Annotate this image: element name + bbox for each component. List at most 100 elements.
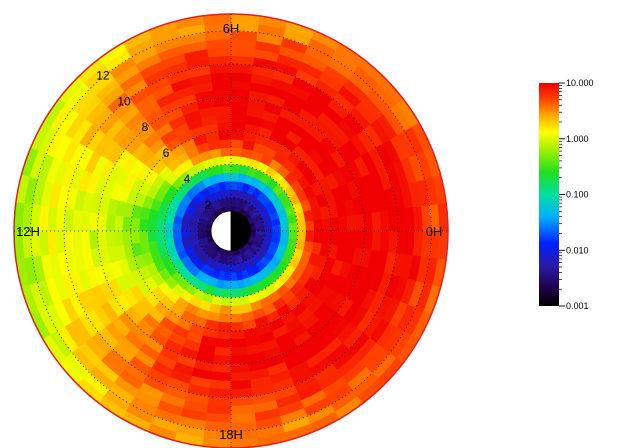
heatmap-cell <box>396 230 407 255</box>
heatmap-cell <box>230 122 246 133</box>
heatmap-cell <box>211 80 232 91</box>
heatmap-cell <box>230 80 251 91</box>
heatmap-cell <box>230 97 249 108</box>
heatmap-cell <box>216 329 232 340</box>
heatmap-cell <box>88 212 99 232</box>
heatmap-cell <box>207 55 232 66</box>
heatmap-cell <box>206 47 232 58</box>
heatmap-cell <box>209 72 232 83</box>
heatmap-cell <box>230 63 254 75</box>
radial-tick-label: 12 <box>96 68 110 82</box>
heatmap-cell <box>218 313 232 324</box>
heatmap-cell <box>105 214 116 232</box>
local-time-label: 6H <box>223 21 240 36</box>
radial-tick-label: 10 <box>117 94 131 108</box>
heatmap-cell <box>225 263 232 274</box>
heatmap-cell <box>130 230 141 245</box>
heatmap-cell <box>313 230 324 244</box>
heatmap-cell <box>72 230 83 253</box>
local-time-label: 12H <box>16 224 40 239</box>
heatmap-cell <box>63 208 75 232</box>
heatmap-cell <box>363 212 374 232</box>
heatmap-cell <box>215 113 232 124</box>
heatmap-cell <box>371 211 382 232</box>
heatmap-cell <box>338 215 349 232</box>
heatmap-cell <box>221 288 232 299</box>
heatmap-cell <box>63 230 75 254</box>
heatmap-cell <box>147 219 157 232</box>
heatmap-cell <box>354 213 365 232</box>
heatmap-cell <box>338 230 349 247</box>
heatmap-cell <box>230 47 256 58</box>
heatmap-cell <box>230 338 247 349</box>
heatmap-cell <box>223 280 232 290</box>
heatmap-cell <box>379 209 390 232</box>
heatmap-cell <box>230 329 246 340</box>
heatmap-cell <box>209 379 232 390</box>
earth-day-half <box>210 210 232 252</box>
heatmap-cell <box>213 354 232 365</box>
grid-ring <box>30 30 432 432</box>
heatmap-cell <box>230 313 244 324</box>
heatmap-cell <box>230 412 257 424</box>
heatmap-cell <box>205 412 232 424</box>
heatmap-cell <box>230 354 249 365</box>
heatmap-cell <box>230 296 242 307</box>
heatmap-cell <box>387 208 399 232</box>
heatmap-cell <box>387 230 399 254</box>
heatmap-cell <box>197 226 207 232</box>
heatmap-cell <box>221 163 232 174</box>
heatmap-cell <box>230 155 242 166</box>
heatmap-cell <box>47 206 58 232</box>
heatmap-cell <box>329 230 340 246</box>
colorbar-tick-label: 0.100 <box>566 190 589 200</box>
heatmap-cell <box>230 163 241 174</box>
heatmap-cell <box>214 346 232 357</box>
heatmap-cell <box>404 206 415 232</box>
heatmap-cell <box>230 371 251 382</box>
heatmap-cell <box>321 230 332 245</box>
heatmap-cell <box>230 147 243 157</box>
heatmap-cell <box>216 122 232 133</box>
heatmap-cell <box>346 214 357 232</box>
heatmap-cell <box>263 230 274 237</box>
heatmap-cell <box>371 230 382 251</box>
heatmap-cell <box>122 230 133 246</box>
heatmap-cell <box>38 230 50 257</box>
heatmap-cell <box>217 130 232 141</box>
heatmap-cell <box>296 220 307 232</box>
heatmap-cell <box>163 221 174 232</box>
heatmap-cell <box>113 215 124 232</box>
heatmap-cell <box>288 230 299 241</box>
heatmap-cell <box>220 155 232 166</box>
heatmap-cell <box>211 371 232 382</box>
colorbar-gradient <box>539 83 559 306</box>
heatmap-cell <box>230 396 255 407</box>
colorbar: 10.000 1.000 0.100 0.010 0.001 <box>539 78 594 311</box>
heatmap-cell <box>188 225 199 232</box>
heatmap-cell <box>217 321 232 332</box>
earth-night-half <box>231 210 252 252</box>
heatmap-cell <box>230 113 247 124</box>
heatmap-cell <box>230 38 257 50</box>
heatmap-cell <box>97 213 108 232</box>
grid-ring <box>97 97 365 365</box>
heatmap-cell <box>230 305 243 315</box>
heatmap-cell <box>305 230 315 243</box>
heatmap-cell <box>72 209 83 232</box>
grid-ring <box>130 130 332 332</box>
heatmap-cell <box>172 223 182 232</box>
heatmap-cell <box>346 230 357 248</box>
heatmap-cell <box>354 230 365 249</box>
heatmap-cell <box>272 230 282 238</box>
heatmap-cell <box>313 218 324 232</box>
heatmap-cell <box>212 88 232 99</box>
heatmap-cell <box>280 230 290 239</box>
heatmap-cell <box>180 224 190 232</box>
earth-day-night-symbol <box>210 210 252 252</box>
heatmap-cell <box>230 363 250 374</box>
heatmap-cell <box>55 207 66 232</box>
heatmap-cell <box>80 230 91 251</box>
local-time-label: 18H <box>219 427 243 442</box>
